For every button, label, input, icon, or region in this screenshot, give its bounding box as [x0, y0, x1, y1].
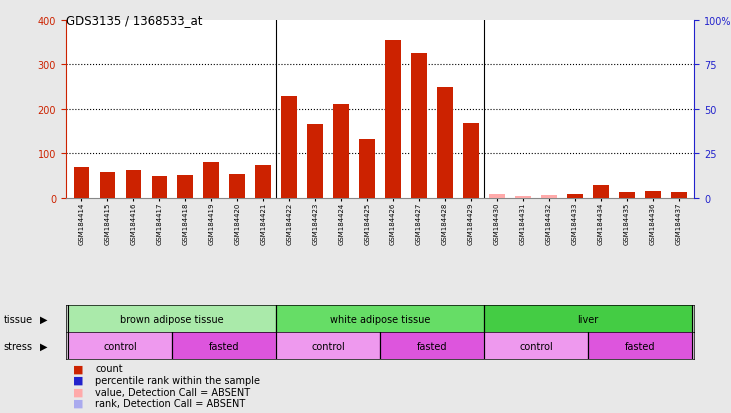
Text: control: control: [519, 341, 553, 351]
Text: ■: ■: [73, 398, 83, 408]
Text: tissue: tissue: [4, 314, 33, 324]
Bar: [178, 175, 193, 198]
Bar: [230, 174, 245, 198]
Text: control: control: [311, 341, 345, 351]
Bar: [484, 306, 692, 332]
Bar: [541, 196, 557, 198]
Text: value, Detection Call = ABSENT: value, Detection Call = ABSENT: [95, 387, 250, 396]
Bar: [173, 332, 276, 359]
Bar: [588, 332, 692, 359]
Bar: [380, 332, 484, 359]
Bar: [69, 306, 276, 332]
Bar: [489, 195, 505, 198]
Text: stress: stress: [4, 341, 33, 351]
Bar: [412, 54, 427, 198]
Bar: [99, 173, 115, 198]
Bar: [69, 332, 173, 359]
Text: GDS3135 / 1368533_at: GDS3135 / 1368533_at: [66, 14, 202, 27]
Bar: [593, 186, 609, 198]
Bar: [385, 40, 401, 198]
Bar: [484, 332, 588, 359]
Bar: [307, 125, 323, 198]
Bar: [671, 193, 686, 198]
Bar: [276, 306, 484, 332]
Text: fasted: fasted: [625, 341, 655, 351]
Text: ■: ■: [73, 363, 83, 373]
Bar: [619, 193, 635, 198]
Bar: [437, 88, 453, 198]
Text: ■: ■: [73, 375, 83, 385]
Bar: [645, 192, 661, 198]
Text: fasted: fasted: [209, 341, 240, 351]
Bar: [126, 171, 141, 198]
Text: ■: ■: [73, 387, 83, 396]
Bar: [281, 97, 297, 198]
Text: control: control: [104, 341, 137, 351]
Bar: [360, 140, 375, 198]
Text: percentile rank within the sample: percentile rank within the sample: [95, 375, 260, 385]
Text: white adipose tissue: white adipose tissue: [330, 314, 431, 324]
Bar: [567, 195, 583, 198]
Text: count: count: [95, 363, 123, 373]
Bar: [463, 123, 479, 198]
Bar: [151, 177, 167, 198]
Bar: [333, 105, 349, 198]
Bar: [74, 167, 89, 198]
Text: fasted: fasted: [417, 341, 447, 351]
Bar: [276, 332, 380, 359]
Bar: [203, 163, 219, 198]
Text: ▶: ▶: [40, 341, 48, 351]
Bar: [515, 197, 531, 198]
Text: liver: liver: [577, 314, 599, 324]
Text: brown adipose tissue: brown adipose tissue: [121, 314, 224, 324]
Text: ▶: ▶: [40, 314, 48, 324]
Text: rank, Detection Call = ABSENT: rank, Detection Call = ABSENT: [95, 398, 246, 408]
Bar: [255, 165, 271, 198]
